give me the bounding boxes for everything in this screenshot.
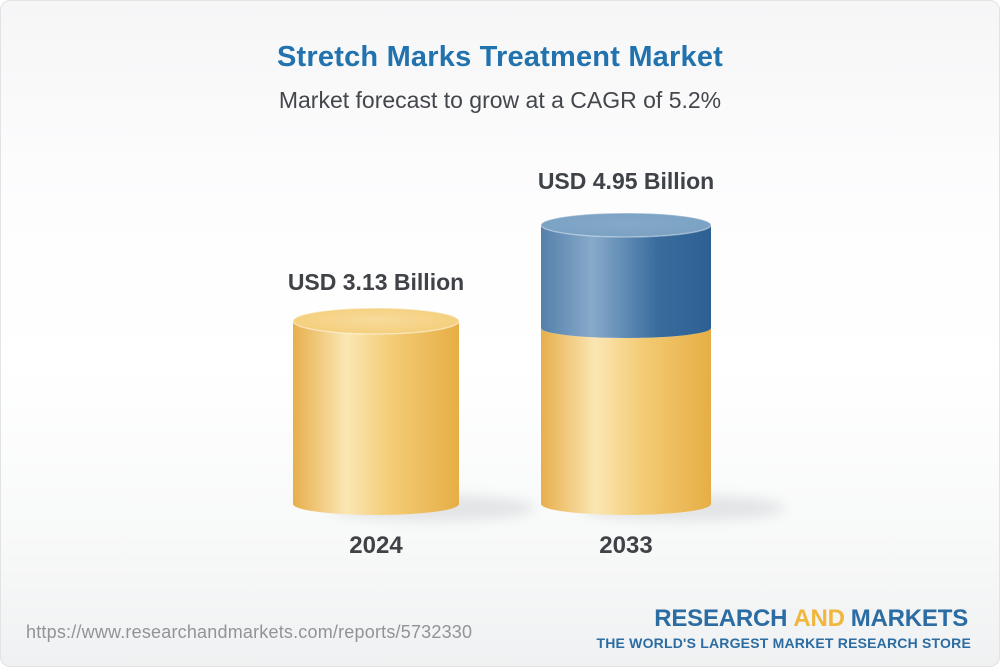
brand-logo-wordmark: RESEARCH AND MARKETS xyxy=(596,607,971,631)
bar-2033-value-label: USD 4.95 Billion xyxy=(537,168,715,194)
brand-logo-tagline: THE WORLD'S LARGEST MARKET RESEARCH STOR… xyxy=(596,635,971,651)
brand-logo-markets: MARKETS xyxy=(850,605,968,632)
page-subtitle: Market forecast to grow at a CAGR of 5.2… xyxy=(278,87,722,113)
bar-2033 xyxy=(540,212,785,521)
bar-2024-value-label: USD 3.13 Billion xyxy=(287,269,465,295)
bar-2033-body-growth-segment xyxy=(541,225,711,338)
bar-2024-category-label: 2024 xyxy=(349,532,403,559)
bar-2033-category-label: 2033 xyxy=(599,532,653,559)
brand-logo-and: AND xyxy=(793,605,845,632)
bar-2033-body-base-segment xyxy=(541,328,711,515)
report-url[interactable]: https://www.researchandmarkets.com/repor… xyxy=(26,622,473,642)
bar-2024-body xyxy=(293,321,459,515)
brand-logo-research: RESEARCH xyxy=(654,605,788,632)
bar-2024-top xyxy=(292,307,460,335)
brand-logo: RESEARCH AND MARKETS THE WORLD'S LARGEST M… xyxy=(596,607,971,651)
page-title: Stretch Marks Treatment Market xyxy=(277,41,723,73)
bar-2024 xyxy=(292,307,535,521)
bar-2033-top xyxy=(540,212,712,238)
